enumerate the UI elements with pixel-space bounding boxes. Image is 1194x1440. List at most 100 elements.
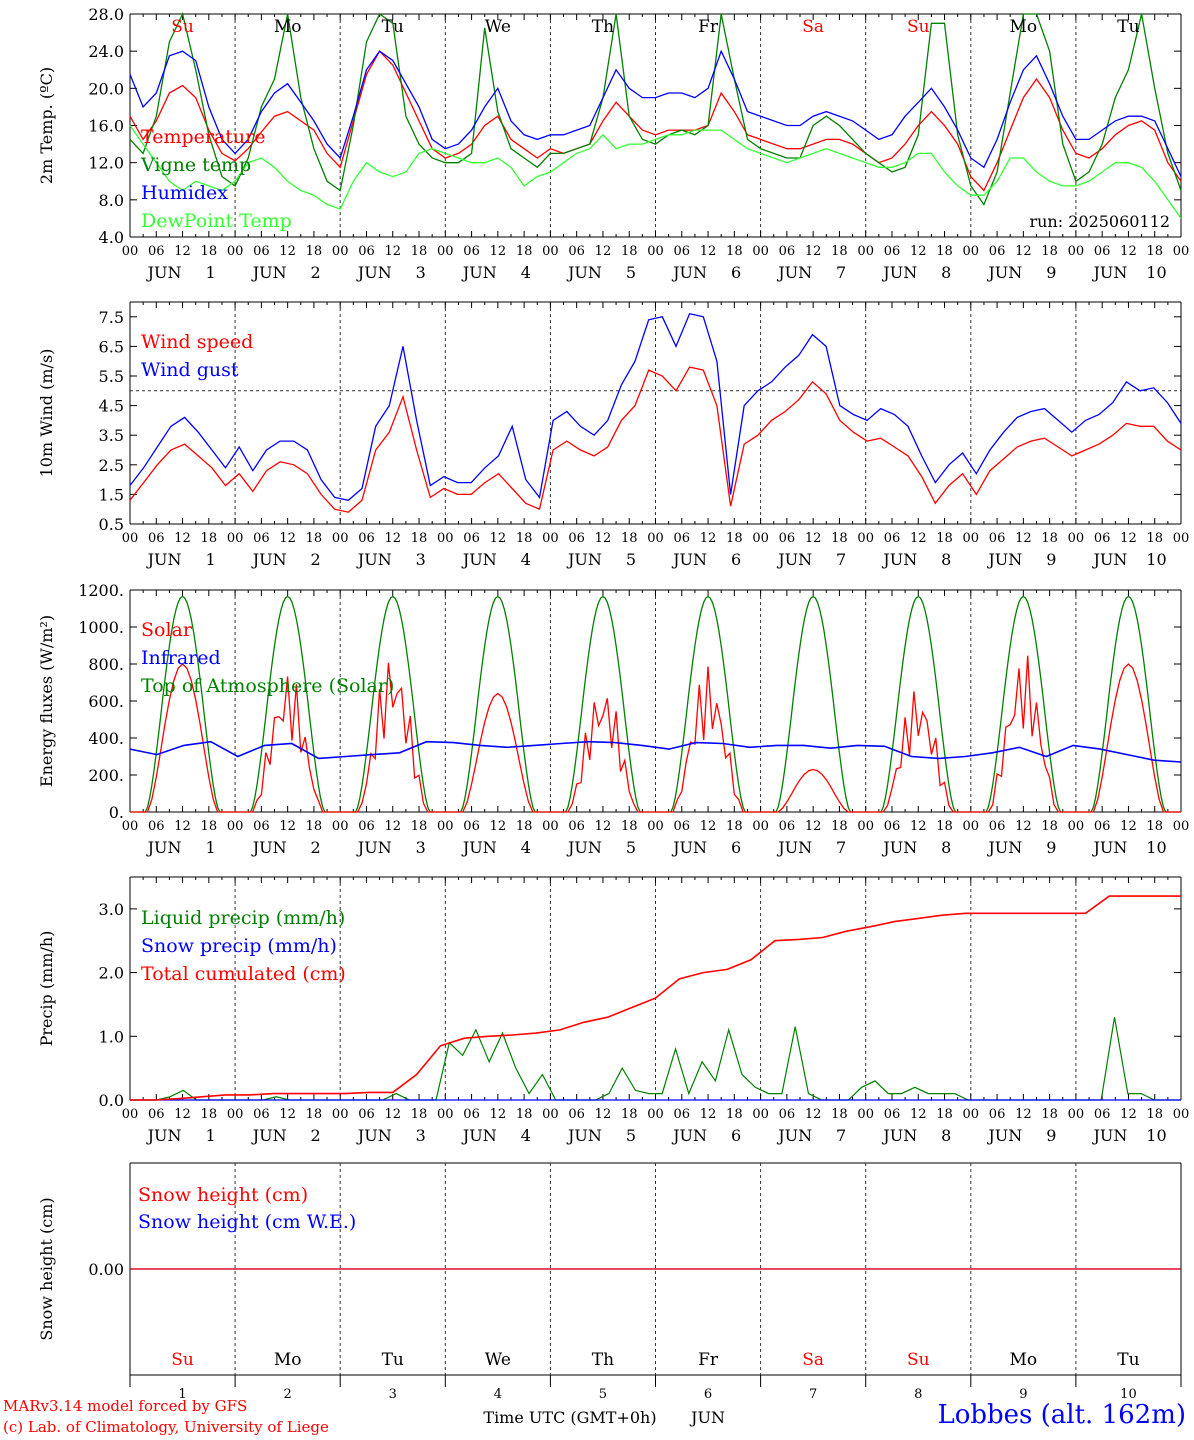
x-hour-tick-label: 00 xyxy=(332,244,349,259)
x-hour-tick-label: 00 xyxy=(647,244,664,259)
x-hour-tick-label: 06 xyxy=(568,244,585,259)
x-month-label: JUN xyxy=(356,263,392,282)
x-hour-tick-label: 18 xyxy=(411,819,428,834)
x-hour-tick-label: 00 xyxy=(752,1107,769,1122)
x-hour-tick-label: 12 xyxy=(910,531,927,546)
x-hour-tick-label: 12 xyxy=(805,244,822,259)
x-hour-tick-label: 12 xyxy=(279,531,296,546)
x-hour-tick-label: 06 xyxy=(1094,244,1111,259)
x-hour-tick-label: 18 xyxy=(1041,1107,1058,1122)
y-axis-label: Precip (mm/h) xyxy=(37,931,56,1047)
x-day-label: 7 xyxy=(836,550,846,569)
x-hour-tick-label: 18 xyxy=(621,244,638,259)
x-hour-tick-label: 12 xyxy=(805,1107,822,1122)
series-line xyxy=(129,125,1182,219)
x-hour-tick-label: 06 xyxy=(253,244,270,259)
legend-entry: Liquid precip (mm/h) xyxy=(141,907,345,929)
x-hour-tick-label: 06 xyxy=(358,819,375,834)
x-day-label: 2 xyxy=(311,550,321,569)
x-month-label: JUN xyxy=(566,1126,602,1145)
x-hour-tick-label: 18 xyxy=(726,244,743,259)
x-hour-tick-label: 12 xyxy=(1015,819,1032,834)
y-tick-label: 28.0 xyxy=(88,5,124,24)
series-line xyxy=(129,740,1182,763)
x-month-label: JUN xyxy=(461,838,497,857)
x-hour-tick-label: 00 xyxy=(647,531,664,546)
legend-entry: Humidex xyxy=(141,182,228,204)
x-hour-tick-label: 06 xyxy=(779,244,796,259)
series-line xyxy=(129,49,1182,177)
y-tick-label: 4.0 xyxy=(99,228,124,247)
day-of-week-label: Tu xyxy=(382,17,404,37)
y-tick-label: 2.0 xyxy=(99,964,124,983)
x-month-label: JUN xyxy=(356,550,392,569)
legend-entry: Snow height (cm) xyxy=(138,1184,308,1206)
x-hour-tick-label: 18 xyxy=(1146,819,1163,834)
x-month-label: JUN xyxy=(146,1126,182,1145)
x-hour-tick-label: 06 xyxy=(884,819,901,834)
day-of-week-label: Tu xyxy=(382,1350,404,1370)
y-tick-label: 20.0 xyxy=(88,79,124,98)
x-hour-tick-label: 12 xyxy=(700,244,717,259)
x-hour-tick-label: 18 xyxy=(306,1107,323,1122)
x-hour-tick-label: 06 xyxy=(358,244,375,259)
x-hour-tick-label: 18 xyxy=(516,1107,533,1122)
day-of-week-label: Tu xyxy=(1117,1350,1139,1370)
x-day-label: 8 xyxy=(941,550,951,569)
y-tick-label: 3.5 xyxy=(99,426,124,445)
x-hour-tick-label: 06 xyxy=(674,244,691,259)
legend-entry: DewPoint Temp xyxy=(141,210,292,232)
day-of-week-label: Sa xyxy=(802,1350,824,1370)
x-hour-tick-label: 18 xyxy=(306,531,323,546)
legend-entry: Snow height (cm W.E.) xyxy=(138,1211,356,1233)
day-of-week-label: Su xyxy=(907,1350,930,1370)
x-day-label: 4 xyxy=(521,838,531,857)
x-hour-tick-label: 06 xyxy=(779,819,796,834)
x-day-label: 10 xyxy=(1146,838,1166,857)
x-day-label: 3 xyxy=(389,1387,397,1402)
x-hour-tick-label: 00 xyxy=(332,531,349,546)
x-hour-tick-label: 12 xyxy=(384,531,401,546)
x-hour-tick-label: 18 xyxy=(411,531,428,546)
legend-entry: Snow precip (mm/h) xyxy=(141,935,337,957)
y-axis-label: 10m Wind (m/s) xyxy=(37,349,56,478)
x-hour-tick-label: 18 xyxy=(411,1107,428,1122)
x-hour-tick-label: 12 xyxy=(595,531,612,546)
x-hour-tick-label: 12 xyxy=(490,819,507,834)
x-hour-tick-label: 18 xyxy=(201,244,218,259)
x-hour-tick-label: 06 xyxy=(358,531,375,546)
x-day-label: 10 xyxy=(1146,550,1166,569)
x-hour-tick-label: 06 xyxy=(463,1107,480,1122)
x-hour-tick-label: 18 xyxy=(411,244,428,259)
x-month-label: JUN xyxy=(251,263,287,282)
x-month-label: JUN xyxy=(146,550,182,569)
x-hour-tick-label: 00 xyxy=(437,531,454,546)
x-month-label: JUN xyxy=(776,838,812,857)
y-tick-label: 16.0 xyxy=(88,117,124,136)
x-month-label: JUN xyxy=(881,1126,917,1145)
x-hour-tick-label: 00 xyxy=(963,819,980,834)
y-tick-label: 0.0 xyxy=(99,1091,124,1110)
x-hour-tick-label: 06 xyxy=(148,819,165,834)
y-tick-label: 1.0 xyxy=(99,1027,124,1046)
day-of-week-label: Th xyxy=(592,17,614,37)
x-month-label: JUN xyxy=(1091,263,1127,282)
x-day-label: 8 xyxy=(914,1387,922,1402)
x-day-label: 9 xyxy=(1046,1126,1056,1145)
x-hour-tick-label: 18 xyxy=(726,819,743,834)
x-day-label: 7 xyxy=(836,838,846,857)
footer-model: MARv3.14 model forced by GFS xyxy=(3,1397,248,1415)
x-hour-tick-label: 06 xyxy=(884,531,901,546)
x-hour-tick-label: 00 xyxy=(332,1107,349,1122)
legend-entry: Infrared xyxy=(141,647,221,669)
x-hour-tick-label: 18 xyxy=(936,819,953,834)
x-month-label: JUN xyxy=(986,263,1022,282)
day-of-week-label: Mo xyxy=(1010,1350,1038,1370)
x-hour-tick-label: 06 xyxy=(989,819,1006,834)
day-of-week-label: Sa xyxy=(802,17,824,37)
y-tick-label: 1.5 xyxy=(99,485,124,504)
x-hour-tick-label: 12 xyxy=(1120,244,1137,259)
y-tick-label: 0.00 xyxy=(88,1260,124,1279)
x-day-label: 1 xyxy=(205,1126,215,1145)
